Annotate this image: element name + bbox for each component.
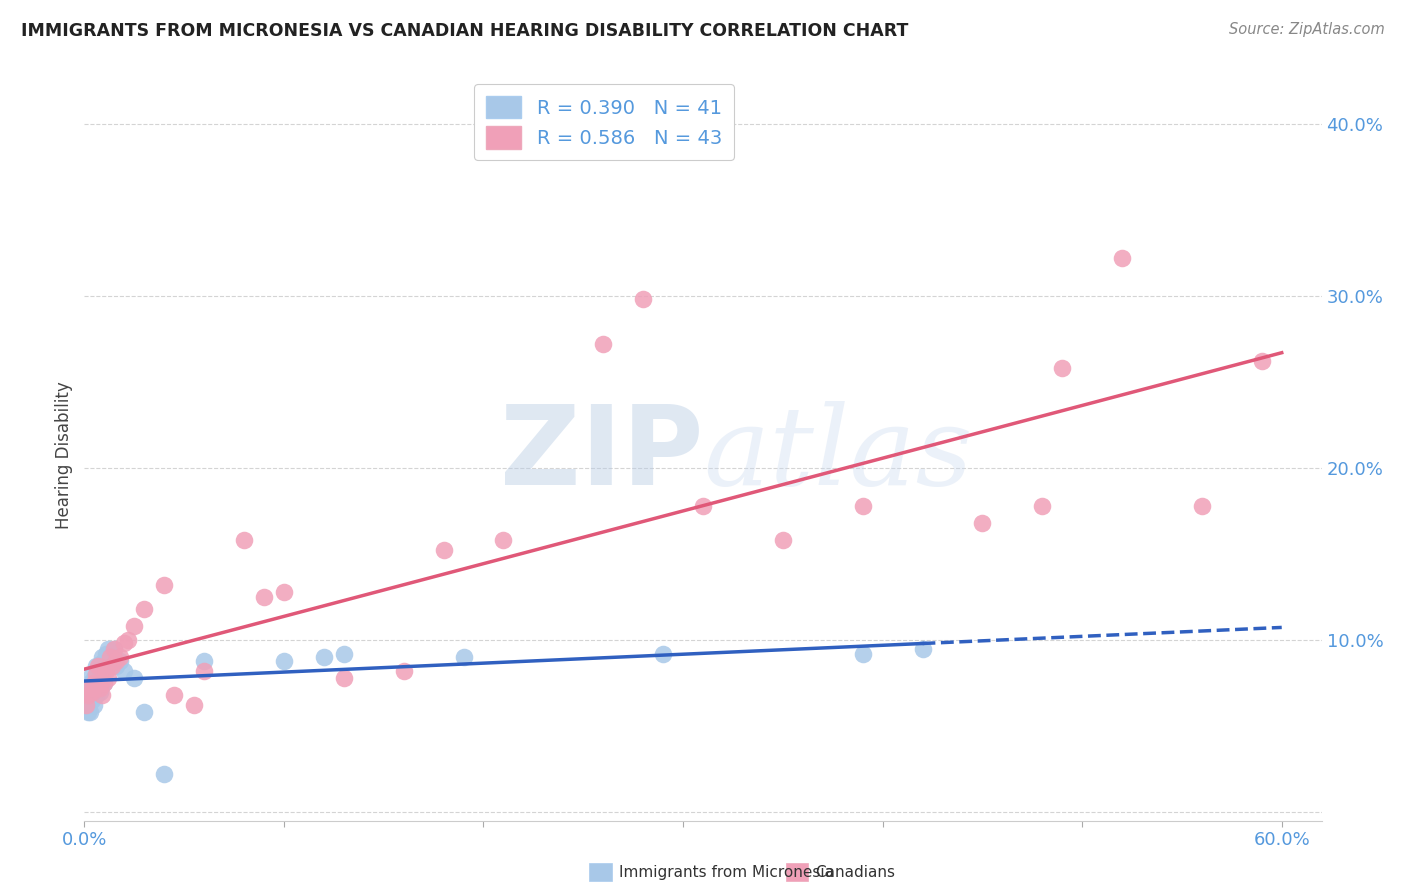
Point: [86, 667, 108, 681]
Point: [75, 698, 97, 713]
Point: [631, 292, 654, 306]
Point: [101, 658, 124, 673]
Point: [77, 705, 100, 719]
Y-axis label: Hearing Disability: Hearing Disability: [55, 381, 73, 529]
Point: [93, 676, 115, 690]
Point: [273, 654, 295, 668]
Point: [110, 650, 132, 665]
Point: [87, 676, 110, 690]
Point: [77, 688, 100, 702]
Point: [89, 681, 111, 695]
Point: [91, 650, 114, 665]
Point: [87, 664, 110, 678]
Point: [105, 654, 128, 668]
Point: [492, 533, 515, 548]
Point: [852, 499, 875, 513]
Point: [183, 698, 205, 713]
Point: [153, 767, 176, 781]
Point: [163, 688, 186, 702]
Point: [87, 658, 110, 673]
Point: [134, 705, 156, 719]
Point: [273, 584, 295, 599]
Point: [312, 650, 335, 665]
Point: [972, 516, 994, 530]
Point: [97, 641, 120, 656]
Text: Canadians: Canadians: [815, 865, 896, 880]
Point: [772, 533, 794, 548]
Point: [91, 667, 114, 681]
Point: [110, 654, 132, 668]
Point: [112, 664, 135, 678]
Point: [233, 533, 256, 548]
Point: [75, 698, 97, 713]
Point: [1250, 354, 1272, 368]
Point: [91, 688, 114, 702]
Point: [89, 657, 111, 671]
Point: [82, 693, 104, 707]
Point: [193, 664, 215, 678]
Point: [82, 667, 104, 681]
Point: [93, 654, 115, 668]
Point: [86, 658, 108, 673]
Point: [82, 684, 104, 698]
Point: [592, 337, 614, 351]
Point: [153, 578, 176, 592]
Point: [103, 641, 125, 656]
Point: [1031, 499, 1053, 513]
Point: [96, 664, 118, 678]
Point: [692, 499, 714, 513]
Point: [79, 676, 101, 690]
Text: ZIP: ZIP: [499, 401, 703, 508]
Point: [97, 671, 120, 685]
Point: [1111, 251, 1133, 265]
Point: [96, 647, 118, 661]
Point: [89, 684, 111, 698]
Point: [101, 650, 124, 665]
Point: [77, 681, 100, 695]
Text: IMMIGRANTS FROM MICRONESIA VS CANADIAN HEARING DISABILITY CORRELATION CHART: IMMIGRANTS FROM MICRONESIA VS CANADIAN H…: [21, 22, 908, 40]
Point: [86, 671, 108, 685]
Point: [79, 705, 101, 719]
Point: [98, 654, 121, 668]
Point: [122, 671, 145, 685]
Point: [253, 590, 276, 604]
Point: [103, 641, 125, 656]
Point: [83, 676, 105, 690]
Text: Immigrants from Micronesia: Immigrants from Micronesia: [619, 865, 834, 880]
Point: [86, 688, 108, 702]
Point: [392, 664, 415, 678]
Point: [98, 650, 121, 665]
Point: [1191, 499, 1213, 513]
Point: [83, 681, 105, 695]
Point: [79, 688, 101, 702]
Point: [134, 602, 156, 616]
Point: [432, 543, 454, 558]
Point: [122, 619, 145, 633]
Point: [333, 647, 356, 661]
Point: [852, 647, 875, 661]
Point: [105, 658, 128, 673]
Point: [652, 647, 675, 661]
Point: [83, 698, 105, 713]
Text: atlas: atlas: [703, 401, 973, 508]
Point: [79, 681, 101, 695]
Point: [193, 654, 215, 668]
Point: [112, 636, 135, 650]
Point: [93, 676, 115, 690]
Point: [333, 671, 356, 685]
Point: [83, 671, 105, 685]
Point: [117, 632, 139, 647]
Text: Source: ZipAtlas.com: Source: ZipAtlas.com: [1229, 22, 1385, 37]
Legend: R = 0.390   N = 41, R = 0.586   N = 43: R = 0.390 N = 41, R = 0.586 N = 43: [474, 84, 734, 161]
Point: [1050, 361, 1073, 376]
Point: [453, 650, 475, 665]
Point: [911, 641, 934, 656]
